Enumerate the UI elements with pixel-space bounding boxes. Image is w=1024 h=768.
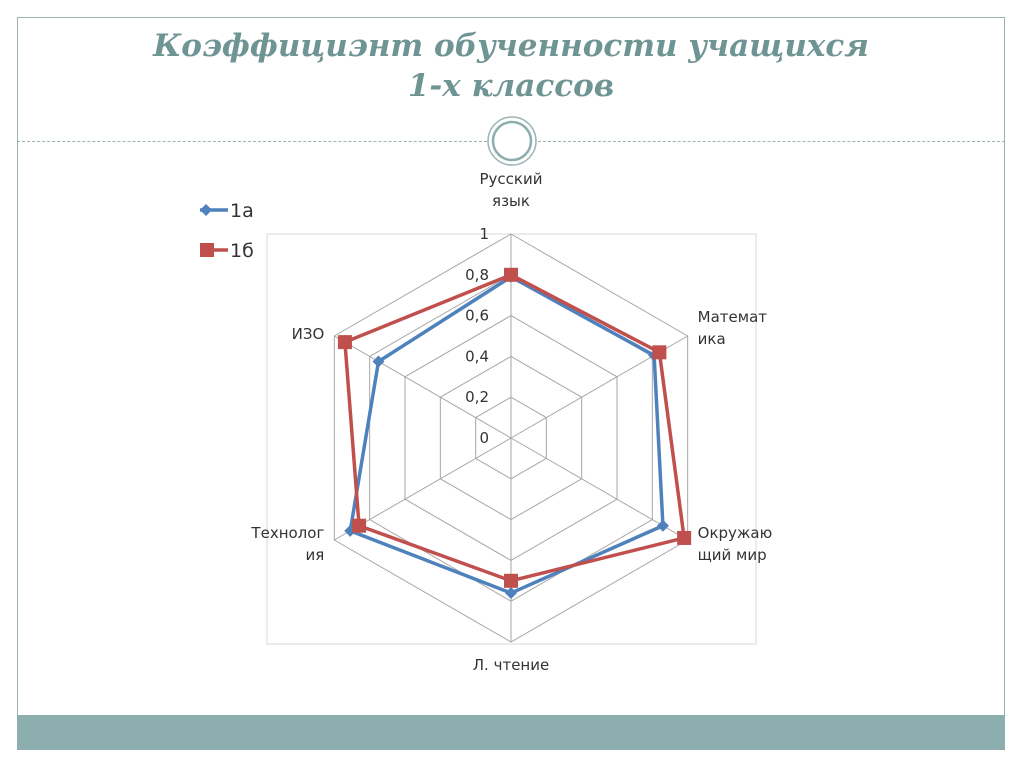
category-label: Окружаю: [698, 524, 773, 542]
grid-spoke: [510, 437, 688, 541]
radial-tick-label: 0,6: [465, 307, 489, 325]
slide-title: Коэффициэнт обученности учащихся 1-х кла…: [17, 26, 1005, 106]
data-point: [504, 573, 518, 588]
radial-tick-label: 0,8: [465, 266, 489, 284]
legend-label: 1б: [230, 240, 254, 262]
radar-chart: 0 0,2 0,4 0,6 0,8 1 Русский язык Математ ика Окруж…: [200, 170, 773, 674]
data-point: [656, 519, 669, 532]
category-label: щий мир: [698, 546, 767, 564]
radial-tick-label: 1: [479, 225, 489, 243]
slide-title-line2: 1-х классов: [407, 68, 615, 104]
data-point: [337, 335, 352, 350]
category-label: Математ: [698, 308, 768, 326]
radial-tick-label: 0,2: [465, 388, 489, 406]
category-label: Л. чтение: [473, 656, 549, 674]
category-label: язык: [492, 192, 530, 210]
data-point: [505, 587, 517, 600]
data-point: [677, 530, 692, 545]
legend-label: 1а: [230, 200, 254, 222]
grid-spoke: [334, 335, 512, 439]
radial-tick-label: 0,4: [465, 347, 489, 365]
circle-ornament-icon: [487, 116, 537, 166]
legend-swatch-marker: [200, 204, 212, 216]
data-point: [652, 345, 667, 360]
bottom-band: [17, 715, 1005, 750]
data-point: [504, 267, 518, 282]
category-label: Русский: [480, 170, 543, 188]
category-label: ИЗО: [292, 325, 325, 343]
data-point: [372, 355, 385, 368]
category-label: ия: [306, 546, 325, 564]
slide-title-line1: Коэффициэнт обученности учащихся: [153, 28, 869, 64]
title-divider-left: [17, 141, 487, 142]
radial-tick-label: 0: [479, 429, 489, 447]
category-label: ика: [698, 330, 726, 348]
data-point: [352, 518, 367, 533]
category-label: Технолог: [250, 524, 324, 542]
legend-swatch-marker: [200, 243, 214, 257]
title-divider-right: [538, 141, 1005, 142]
